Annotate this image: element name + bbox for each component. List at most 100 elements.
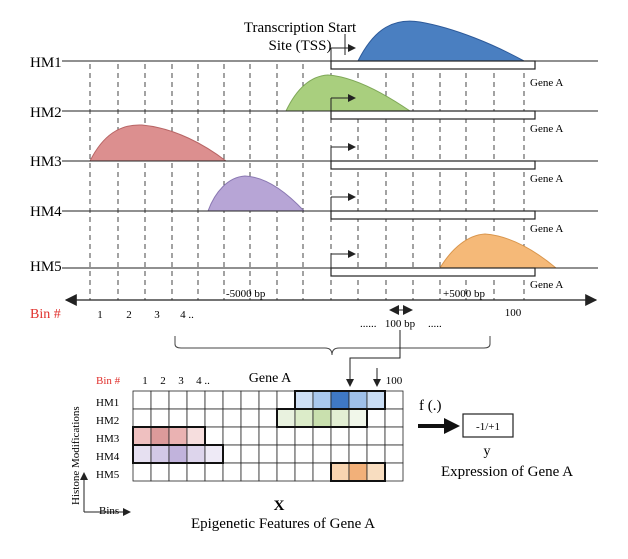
track-hm2: HM2 Gene A: [30, 74, 598, 135]
gene-label-hm5: Gene A: [530, 279, 563, 291]
matrix-cell: [276, 390, 296, 410]
matrix-cell: [366, 390, 386, 410]
bin-tick-4: 4 ..: [180, 309, 194, 321]
matrix-cell: [294, 408, 314, 428]
tss-title-line2: Site (TSS): [269, 38, 332, 54]
matrix-cell: [186, 408, 206, 428]
matrix-cell: [186, 426, 206, 446]
bin-to-matrix-connector: [346, 330, 401, 387]
matrix-cell: [150, 390, 170, 410]
matrix-cell: [168, 444, 188, 464]
output-symbol: y: [484, 444, 491, 459]
matrix-cell: [384, 408, 404, 428]
gene-box-hm2: [330, 110, 536, 120]
matrix-caption: Epigenetic Features of Gene A: [191, 516, 375, 532]
matrix-cell: [294, 462, 314, 482]
matrix-cell: [366, 462, 386, 482]
matrix-run-outline-4: [132, 444, 224, 464]
matrix-cell: [204, 390, 224, 410]
matrix-cell: [222, 462, 242, 482]
matrix-cell: [132, 390, 152, 410]
matrix-cell: [276, 444, 296, 464]
matrix-col-tick-3: 3: [178, 375, 184, 387]
matrix-cell: [366, 444, 386, 464]
function-label: f (.): [419, 398, 442, 414]
matrix-cell: [330, 462, 350, 482]
matrix-cell: [222, 426, 242, 446]
bin-axis-label: Bin #: [30, 307, 61, 322]
matrix-cell: [348, 426, 368, 446]
matrix-cell: [204, 444, 224, 464]
gene-box-hm3: [330, 160, 536, 170]
matrix-cell: [294, 426, 314, 446]
matrix-cell: [132, 408, 152, 428]
matrix-cell: [240, 390, 260, 410]
matrix-cell: [366, 408, 386, 428]
matrix-cell: [240, 462, 260, 482]
track-hm5: HM5 Gene A: [30, 233, 598, 291]
upstream-label: -5000 bp: [226, 288, 266, 300]
matrix-col-tick-2: 2: [160, 375, 166, 387]
track-label-hm5: HM5: [30, 259, 62, 275]
gene-box-hm1: [330, 60, 536, 70]
peak-hm2: [285, 74, 412, 112]
matrix-cell: [348, 408, 368, 428]
matrix-cell: [384, 390, 404, 410]
matrix-cell: [150, 462, 170, 482]
function-arrow-head: [444, 418, 460, 434]
matrix-cell: [204, 408, 224, 428]
feature-matrix: [132, 390, 404, 482]
matrix-row-label-hm4: HM4: [96, 451, 120, 463]
bin-tick-2: 2: [126, 309, 132, 321]
peak-hm1: [357, 20, 525, 62]
downstream-label: +5000 bp: [443, 288, 485, 300]
track-label-hm3: HM3: [30, 154, 62, 170]
gene-label-hm3: Gene A: [530, 173, 563, 185]
matrix-cell: [258, 408, 278, 428]
track-hm1: HM1 Gene A: [30, 20, 598, 89]
matrix-cell: [150, 408, 170, 428]
matrix-row-label-hm2: HM2: [96, 415, 119, 427]
track-label-hm1: HM1: [30, 55, 62, 71]
matrix-cell: [240, 426, 260, 446]
matrix-run-outline-5: [330, 462, 386, 482]
matrix-cell: [132, 462, 152, 482]
ellipsis-right: .....: [428, 318, 442, 330]
gene-box-hm4: [330, 210, 536, 220]
matrix-cell: [384, 462, 404, 482]
gene-label-hm2: Gene A: [530, 123, 563, 135]
bin-tick-3: 3: [154, 309, 160, 321]
matrix-cell: [222, 408, 242, 428]
track-hm4: HM4 Gene A: [30, 175, 598, 235]
matrix-cell: [348, 390, 368, 410]
matrix-cell: [186, 390, 206, 410]
matrix-bin-label: Bin #: [96, 375, 121, 387]
matrix-col-tick-1: 1: [142, 375, 148, 387]
matrix-cell: [168, 426, 188, 446]
matrix-cell: [312, 426, 332, 446]
track-hm3: HM3 Gene A: [30, 124, 598, 185]
output-value: -1/+1: [476, 421, 500, 433]
matrix-row-label-hm1: HM1: [96, 397, 119, 409]
matrix-cell: [240, 444, 260, 464]
matrix-cell: [276, 462, 296, 482]
matrix-col-tick-100: 100: [386, 375, 403, 387]
matrix-cell: [366, 426, 386, 446]
matrix-cell: [204, 426, 224, 446]
matrix-x-axis-label: Bins: [99, 505, 119, 517]
matrix-cell: [330, 444, 350, 464]
matrix-cell: [330, 426, 350, 446]
matrix-cell: [330, 390, 350, 410]
matrix-cell: [168, 390, 188, 410]
matrix-cell: [258, 426, 278, 446]
output-caption: Expression of Gene A: [441, 464, 573, 480]
matrix-cell: [186, 462, 206, 482]
matrix-cell: [150, 426, 170, 446]
matrix-title: Gene A: [249, 371, 292, 386]
matrix-cell: [258, 462, 278, 482]
matrix-cell: [186, 444, 206, 464]
matrix-cell: [294, 444, 314, 464]
matrix-cell: [204, 462, 224, 482]
matrix-cell: [276, 426, 296, 446]
